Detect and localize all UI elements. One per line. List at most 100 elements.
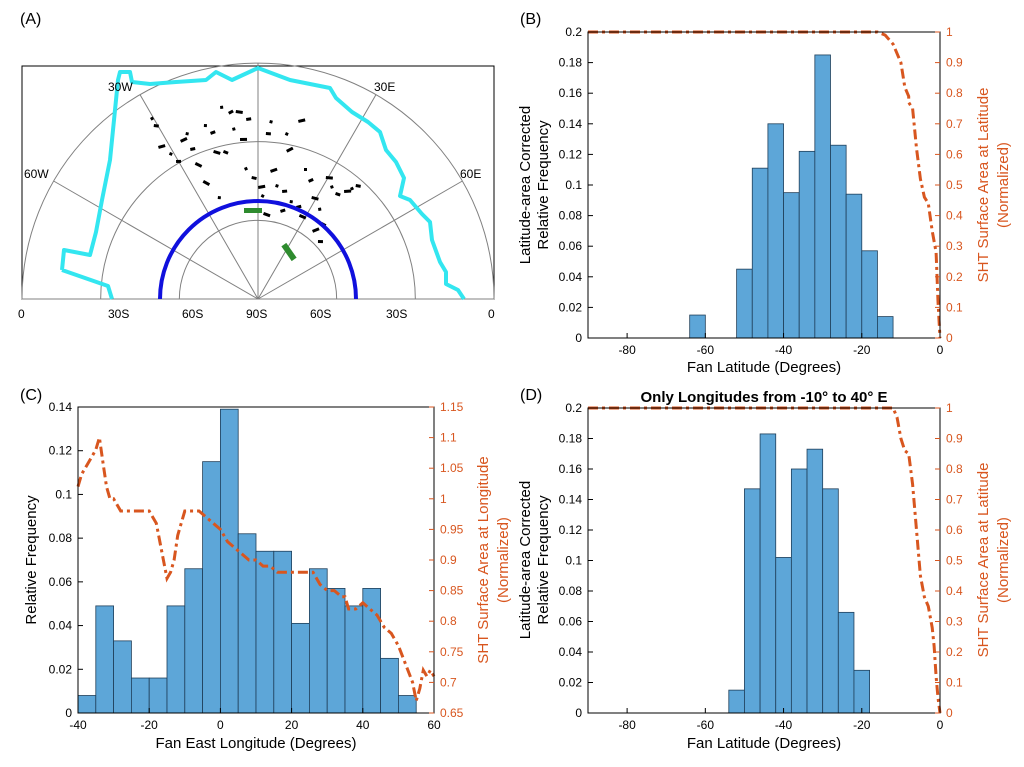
bar-d-1: [744, 488, 761, 714]
y-tick-label-d-7: 0.14: [559, 493, 583, 507]
fan-mark-36: [330, 185, 334, 189]
bar-c-18: [397, 695, 417, 714]
fan-mark-9: [203, 124, 207, 128]
y-tick-label-b-2: 0.04: [559, 270, 583, 284]
bar-c-5: [166, 605, 186, 714]
y2-tick-label-b-4: 0.4: [946, 209, 963, 223]
y2-tick-label-c-0: 0.65: [440, 706, 464, 720]
bars-d: [728, 433, 871, 714]
y-tick-label-c-1: 0.02: [49, 662, 73, 676]
fan-mark-16: [222, 150, 229, 155]
y-tick-label-b-5: 0.1: [565, 178, 582, 192]
y-axis-label-b-line2: Relative Frequency: [535, 120, 552, 250]
fan-mark-4: [175, 159, 182, 163]
bar-b-8: [845, 193, 863, 339]
x-tick-label-b-0: -80: [618, 343, 636, 357]
bars-c: [77, 408, 417, 714]
fan-mark-40: [355, 184, 361, 188]
meridian-spoke-5: [257, 180, 463, 300]
fan-mark-22: [265, 132, 271, 136]
bar-c-6: [184, 568, 204, 714]
fan-mark-46: [246, 117, 252, 121]
y2-axis-label-b-line1: SHT Surface Area at Latitude: [975, 88, 992, 283]
y-tick-label-d-8: 0.16: [559, 462, 583, 476]
bar-c-8: [219, 408, 239, 714]
x-tick-label-c-1: -20: [141, 718, 159, 732]
bar-d-0: [728, 689, 745, 714]
x-tick-label-d-3: -20: [853, 718, 871, 732]
bar-c-17: [380, 657, 399, 714]
y2-tick-label-c-9: 1.1: [440, 431, 457, 445]
bar-c-9: [237, 533, 257, 714]
ticks-c: -40 -20 0 20 40 60 0 0.02 0.04 0.06 0.08 0.1 0.12 0.1…: [49, 400, 464, 732]
bar-c-14: [326, 588, 346, 714]
y2-tick-label-c-10: 1.15: [440, 400, 464, 414]
fan-marks: [150, 105, 361, 244]
panel-label-d: (D): [520, 387, 542, 404]
panel-label-c: (C): [20, 387, 42, 404]
fan-mark-8: [194, 162, 203, 168]
y2-tick-label-d-0: 0: [946, 706, 953, 720]
y2-tick-label-c-4: 0.85: [440, 584, 464, 598]
fan-mark-19: [251, 176, 257, 181]
fan-mark-15: [232, 127, 236, 131]
bar-c-13: [308, 568, 328, 714]
y-tick-label-b-0: 0: [575, 331, 582, 345]
panel-label-a: (A): [20, 11, 41, 28]
green-marker-2: [281, 242, 297, 262]
meridian-spoke-2: [139, 94, 259, 300]
fan-mark-11: [213, 150, 221, 155]
fan-mark-41: [297, 118, 306, 123]
x-tick-label-c-3: 20: [285, 718, 299, 732]
fan-mark-42: [284, 132, 289, 136]
y2-tick-label-d-2: 0.2: [946, 645, 963, 659]
x-tick-label-b-1: -60: [697, 343, 715, 357]
radial-label-30s-right: 30S: [386, 307, 407, 321]
bar-d-4: [790, 468, 808, 714]
y2-tick-label-d-8: 0.8: [946, 462, 963, 476]
y-axis-label-d-line1: Latitude-area Corrected: [517, 481, 534, 639]
fan-mark-18: [244, 166, 248, 171]
bar-d-5: [806, 448, 824, 714]
bar-d-2: [759, 433, 777, 714]
fan-mark-26: [286, 146, 294, 153]
fan-mark-7: [190, 147, 196, 151]
y-tick-label-c-6: 0.12: [49, 444, 73, 458]
fan-mark-47: [202, 180, 211, 187]
spoke-label-60e: 60E: [460, 167, 481, 181]
y2-tick-label-c-7: 1: [440, 492, 447, 506]
bar-b-3: [767, 123, 784, 339]
fan-mark-32: [311, 195, 319, 201]
fan-mark-39: [349, 186, 355, 191]
bar-b-10: [877, 316, 894, 339]
y2-tick-label-b-0: 0: [946, 331, 953, 345]
y2-axis-label-d-line2: (Normalized): [995, 517, 1012, 603]
bars-b: [689, 54, 894, 339]
y-tick-label-b-3: 0.06: [559, 239, 583, 253]
bar-b-0: [689, 314, 706, 339]
surface-area-curve-c: [76, 437, 436, 702]
y2-tick-label-d-9: 0.9: [946, 432, 963, 446]
bar-c-4: [148, 677, 168, 714]
x-tick-label-c-2: 0: [217, 718, 224, 732]
y2-tick-label-b-6: 0.6: [946, 147, 963, 161]
fan-mark-37: [335, 192, 341, 197]
y2-tick-label-b-8: 0.8: [946, 86, 963, 100]
y-tick-label-b-7: 0.14: [559, 117, 583, 131]
fan-mark-6: [185, 132, 189, 136]
bar-b-9: [861, 250, 878, 339]
panel-a-polar-map: 30W 30E 60W 60E 0 30S 60S 90S 60S 30S 0: [18, 62, 495, 321]
coastline-outline: [60, 66, 466, 301]
y2-tick-label-d-3: 0.3: [946, 615, 963, 629]
spoke-label-30w: 30W: [108, 80, 133, 94]
y-tick-label-d-0: 0: [575, 706, 582, 720]
x-tick-label-d-4: 0: [937, 718, 944, 732]
fan-mark-23: [269, 167, 278, 173]
y2-tick-label-c-6: 0.95: [440, 522, 464, 536]
y2-axis-label-d-line1: SHT Surface Area at Latitude: [975, 463, 992, 658]
x-tick-label-c-5: 60: [427, 718, 441, 732]
bar-c-11: [273, 550, 292, 714]
bar-c-2: [113, 640, 132, 714]
fan-mark-38: [343, 189, 352, 193]
